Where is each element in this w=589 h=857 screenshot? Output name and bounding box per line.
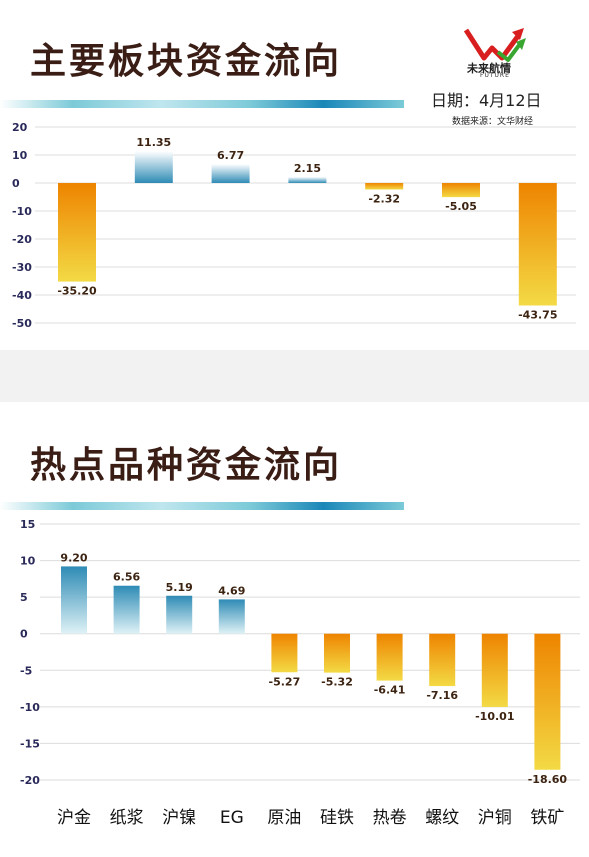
data-label: 6.56 — [113, 571, 140, 584]
bar — [534, 633, 561, 770]
data-label: -35.20 — [57, 285, 97, 298]
bar — [518, 183, 557, 306]
date-label: 日期：4月12日 — [431, 91, 542, 110]
hot-product-flow-chart: 15 10 5 0 -5 -10 -15 -20 9.20 沪金 6.56 纸浆 5.19 沪镍 4.69 E… — [20, 518, 580, 828]
page-title: 主要板块资金流向 — [30, 41, 343, 82]
bar — [271, 633, 298, 673]
category-label: 纸浆 — [110, 808, 144, 828]
bar — [211, 164, 250, 183]
bar — [376, 633, 403, 681]
category-label: 原油 — [267, 808, 301, 828]
decorative-band — [0, 502, 404, 510]
decorative-band — [0, 100, 404, 108]
y-tick-label: -30 — [12, 261, 32, 274]
data-label: 9.20 — [60, 551, 87, 564]
y-tick-label: 10 — [20, 555, 36, 568]
sector-flow-chart: 20100-10-20-30-40-50-35.20文华商品11.35贵金属6.… — [12, 121, 576, 330]
y-tick-label: -10 — [12, 205, 32, 218]
bar — [442, 183, 480, 198]
bar — [61, 566, 87, 634]
bar — [113, 585, 140, 634]
logo-text: 未来航情 — [467, 62, 511, 75]
bar — [429, 633, 456, 687]
category-label: 铁矿 — [530, 808, 564, 828]
data-label: 2.15 — [294, 162, 321, 175]
data-label: -43.75 — [518, 309, 557, 322]
data-label: -5.05 — [445, 200, 477, 213]
data-label: -5.32 — [321, 676, 353, 689]
bar — [365, 183, 404, 190]
logo-arrow-icon — [463, 28, 526, 62]
data-label: 6.77 — [217, 149, 244, 162]
data-label: -5.27 — [269, 675, 301, 688]
data-label: 4.69 — [218, 584, 245, 597]
data-label: -2.32 — [368, 192, 400, 205]
section-title: 热点品种资金流向 — [30, 445, 343, 486]
data-label: -7.16 — [426, 689, 458, 702]
y-tick-label: -20 — [20, 774, 40, 787]
bar — [134, 151, 173, 183]
data-label: -6.41 — [374, 684, 406, 697]
category-label: 沪铜 — [478, 808, 512, 828]
y-tick-label: -20 — [12, 233, 32, 246]
bar — [324, 633, 350, 673]
y-tick-label: -50 — [12, 317, 32, 330]
data-label: 11.35 — [136, 136, 171, 149]
bar — [58, 183, 96, 282]
y-tick-label: 15 — [20, 518, 35, 531]
bar — [218, 599, 245, 634]
data-label: 5.19 — [166, 581, 193, 594]
section-divider — [0, 350, 589, 402]
y-tick-label: -5 — [20, 664, 32, 677]
bar — [288, 176, 327, 183]
y-tick-label: 0 — [12, 177, 20, 190]
category-label: 硅铁 — [320, 808, 354, 828]
y-tick-label: 0 — [20, 628, 28, 641]
category-label: 螺纹 — [425, 808, 459, 828]
y-tick-label: 10 — [12, 149, 28, 162]
y-tick-label: 20 — [12, 121, 28, 134]
category-label: 沪金 — [57, 808, 91, 828]
data-label: -18.60 — [528, 773, 568, 786]
category-label: 热卷 — [373, 808, 407, 828]
data-label: -10.01 — [475, 710, 514, 723]
category-label: EG — [220, 808, 244, 828]
bar — [166, 595, 193, 634]
y-tick-label: -10 — [20, 701, 40, 714]
logo-subtext: FUTURE — [480, 72, 510, 79]
bar — [481, 633, 508, 707]
category-label: 沪镍 — [162, 808, 196, 828]
y-tick-label: -15 — [20, 737, 40, 750]
y-tick-label: 5 — [20, 591, 28, 604]
source-label: 数据来源：文华财经 — [452, 117, 534, 127]
y-tick-label: -40 — [12, 289, 32, 302]
